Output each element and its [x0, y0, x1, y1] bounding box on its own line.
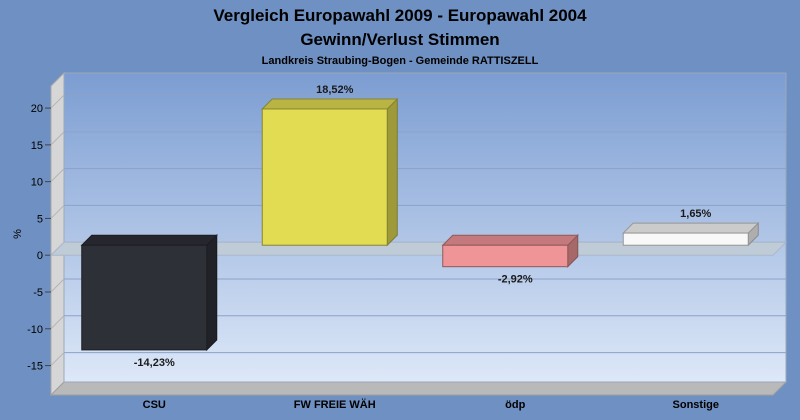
- bar-side: [206, 234, 218, 352]
- gridline-side: [50, 352, 65, 366]
- y-tick-label: 10: [31, 177, 43, 189]
- gridline-side: [50, 315, 65, 330]
- y-tick-label: -10: [27, 324, 43, 336]
- bar: [622, 232, 749, 246]
- y-tick-label: -5: [33, 287, 43, 299]
- data-label: -2,92%: [498, 274, 533, 286]
- x-tick-label: Sonstige: [673, 399, 719, 411]
- y-tick-label: -15: [27, 361, 43, 373]
- chart-subsubtitle: Landkreis Straubing-Bogen - Gemeinde RAT…: [262, 55, 539, 67]
- gridline-side: [50, 168, 65, 182]
- gridline-side: [50, 94, 65, 109]
- gridline-side: [50, 205, 65, 219]
- bar-side: [386, 97, 398, 247]
- x-tick-label: FW FREIE WÄH: [294, 398, 376, 411]
- bar: [81, 244, 208, 351]
- chart-subtitle: Gewinn/Verlust Stimmen: [300, 30, 499, 49]
- bar: [442, 244, 569, 268]
- x-tick-label: ödp: [505, 399, 525, 411]
- y-tick-label: 20: [31, 103, 43, 115]
- plot-area: 20 15 10 5 0 -5 -10 -15 -14,23% CSU 18,52% FW FREIE…: [27, 71, 788, 411]
- plot-floor: [49, 381, 788, 396]
- bar-top: [80, 234, 218, 246]
- data-label: 1,65%: [680, 208, 711, 220]
- x-tick-label: CSU: [143, 399, 166, 411]
- bar-top: [622, 222, 760, 234]
- data-label: 18,52%: [316, 84, 354, 96]
- bar-top: [441, 234, 579, 246]
- y-tick-label: 0: [37, 250, 43, 262]
- gridline-side: [50, 278, 65, 293]
- data-label: -14,23%: [134, 357, 175, 369]
- bar: [261, 108, 388, 246]
- y-tick-label: 5: [37, 213, 43, 225]
- bar-top: [261, 98, 399, 110]
- gridline-side: [50, 131, 65, 146]
- y-tick-label: 15: [31, 140, 43, 152]
- chart-title: Vergleich Europawahl 2009 - Europawahl 2…: [213, 6, 587, 25]
- y-axis-label: %: [12, 229, 24, 239]
- plot-side-wall: [50, 71, 65, 397]
